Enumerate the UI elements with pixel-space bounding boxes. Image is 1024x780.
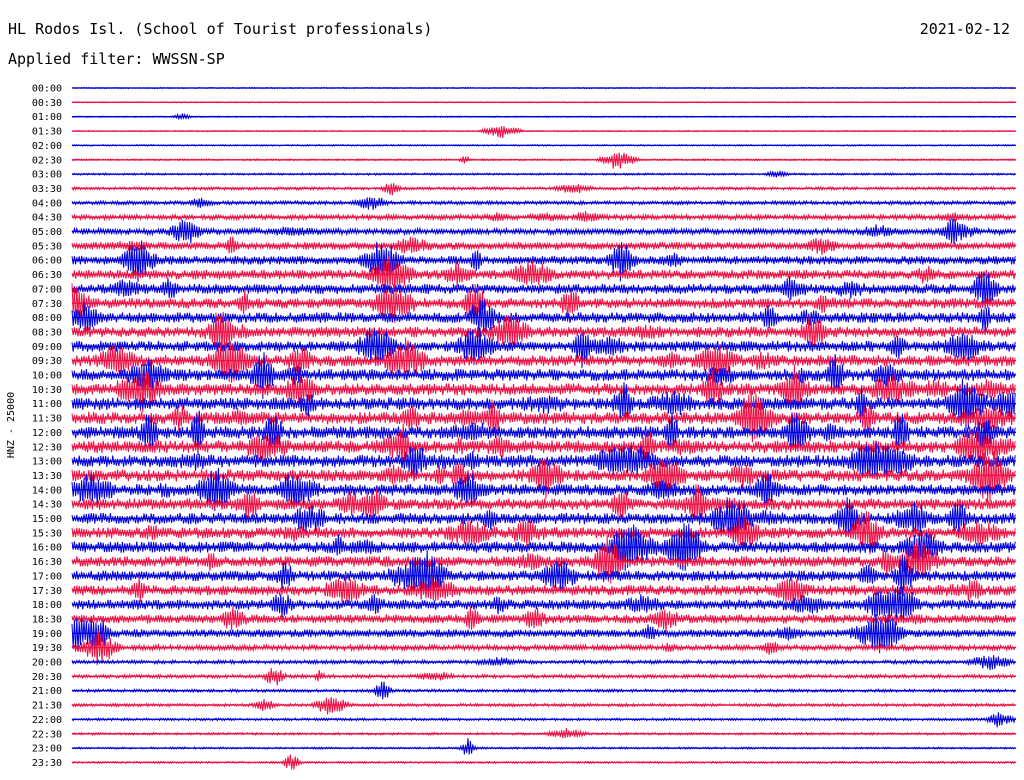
hour-label: 06:00 — [32, 256, 62, 267]
trace-1730 — [71, 573, 1016, 607]
trace-1400 — [71, 467, 1016, 512]
trace-2130 — [71, 696, 1016, 715]
hour-label: 20:30 — [32, 672, 62, 683]
hour-label: 00:30 — [32, 98, 62, 109]
trace-1600 — [71, 523, 1016, 571]
hour-label: 02:30 — [32, 155, 62, 166]
hour-label: 00:00 — [32, 84, 62, 95]
trace-1230 — [71, 423, 1016, 468]
trace-0600 — [71, 240, 1016, 282]
hour-label: 12:30 — [32, 442, 62, 453]
hour-label: 15:30 — [32, 528, 62, 539]
trace-1100 — [71, 378, 1016, 430]
trace-0500 — [71, 218, 1016, 245]
trace-0530 — [71, 236, 1016, 256]
hour-label: 17:00 — [32, 571, 62, 582]
hour-label: 22:30 — [32, 729, 62, 740]
hour-label: 08:00 — [32, 313, 62, 324]
trace-1030 — [71, 364, 1016, 413]
trace-2000 — [71, 655, 1016, 671]
trace-1700 — [71, 550, 1016, 600]
hour-label: 07:00 — [32, 284, 62, 295]
hour-label: 15:00 — [32, 514, 62, 525]
y-axis-label: HNZ - 25000 — [6, 392, 17, 458]
trace-0930 — [71, 337, 1016, 383]
hour-label: 05:30 — [32, 241, 62, 252]
hour-label: 18:30 — [32, 614, 62, 625]
hour-label: 05:00 — [32, 227, 62, 238]
trace-0130 — [71, 126, 1016, 138]
trace-0400 — [71, 197, 1016, 210]
date-label: 2021-02-12 — [919, 20, 1010, 38]
hour-labels: 00:00 00:30 01:00 01:30 02:00 02:30 03:00 03:30… — [32, 84, 62, 769]
trace-0900 — [71, 327, 1016, 369]
trace-1630 — [71, 535, 1016, 584]
trace-1830 — [71, 606, 1016, 632]
hour-label: 09:00 — [32, 342, 62, 353]
hour-label: 21:00 — [32, 686, 62, 697]
trace-1500 — [71, 497, 1016, 543]
hour-label: 14:00 — [32, 485, 62, 496]
trace-0700 — [71, 271, 1016, 309]
hour-label: 17:30 — [32, 586, 62, 597]
hour-label: 11:00 — [32, 399, 62, 410]
trace-0830 — [71, 311, 1016, 352]
trace-0230 — [71, 152, 1016, 169]
hour-label: 06:30 — [32, 270, 62, 281]
trace-1800 — [71, 585, 1016, 626]
hour-label: 13:00 — [32, 457, 62, 468]
trace-0430 — [71, 211, 1016, 222]
hour-label: 19:30 — [32, 643, 62, 654]
trace-1530 — [71, 510, 1016, 555]
trace-2300 — [71, 738, 1016, 755]
trace-1000 — [71, 352, 1016, 400]
hour-label: 21:30 — [32, 701, 62, 712]
filter-label: Applied filter: WWSSN-SP — [8, 50, 225, 68]
hour-label: 16:30 — [32, 557, 62, 568]
hour-label: 18:00 — [32, 600, 62, 611]
trace-2200 — [71, 712, 1016, 728]
hour-label: 09:30 — [32, 356, 62, 367]
hour-label: 23:30 — [32, 758, 62, 769]
trace-1200 — [71, 410, 1016, 455]
trace-1130 — [71, 390, 1016, 443]
hour-label: 16:00 — [32, 543, 62, 554]
hour-label: 01:00 — [32, 112, 62, 123]
hour-label: 03:00 — [32, 170, 62, 181]
hour-label: 11:30 — [32, 414, 62, 425]
trace-0630 — [71, 255, 1016, 293]
hour-label: 03:30 — [32, 184, 62, 195]
trace-0800 — [71, 299, 1016, 336]
seismogram-traces — [71, 86, 1016, 770]
hour-label: 12:00 — [32, 428, 62, 439]
hour-label: 22:00 — [32, 715, 62, 726]
hour-label: 04:00 — [32, 198, 62, 209]
hour-label: 19:00 — [32, 629, 62, 640]
trace-1930 — [71, 630, 1016, 666]
hour-label: 20:00 — [32, 658, 62, 669]
hour-label: 23:00 — [32, 744, 62, 755]
hour-label: 07:30 — [32, 299, 62, 310]
station-title: HL Rodos Isl. (School of Tourist profess… — [8, 20, 433, 38]
hour-label: 14:30 — [32, 500, 62, 511]
trace-0330 — [71, 183, 1016, 196]
hour-label: 10:00 — [32, 371, 62, 382]
hour-label: 04:30 — [32, 213, 62, 224]
hour-label: 01:30 — [32, 127, 62, 138]
trace-0730 — [71, 283, 1016, 324]
trace-1300 — [71, 440, 1016, 480]
hour-label: 10:30 — [32, 385, 62, 396]
trace-1900 — [71, 614, 1016, 654]
hour-label: 08:30 — [32, 327, 62, 338]
trace-1430 — [71, 484, 1016, 526]
hour-label: 02:00 — [32, 141, 62, 152]
hour-label: 13:30 — [32, 471, 62, 482]
